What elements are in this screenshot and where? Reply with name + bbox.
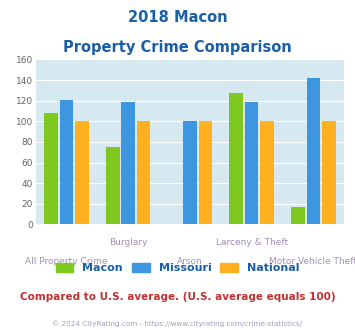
Bar: [106, 147, 120, 224]
Text: Compared to U.S. average. (U.S. average equals 100): Compared to U.S. average. (U.S. average …: [20, 292, 335, 302]
Text: Arson: Arson: [177, 257, 203, 266]
Bar: [44, 113, 58, 224]
Bar: [183, 121, 197, 224]
Legend: Macon, Missouri, National: Macon, Missouri, National: [56, 263, 299, 273]
Text: Motor Vehicle Theft: Motor Vehicle Theft: [269, 257, 355, 266]
Bar: [229, 93, 243, 224]
Text: Property Crime Comparison: Property Crime Comparison: [63, 40, 292, 54]
Text: © 2024 CityRating.com - https://www.cityrating.com/crime-statistics/: © 2024 CityRating.com - https://www.city…: [53, 320, 302, 327]
Text: Larceny & Theft: Larceny & Theft: [215, 238, 288, 247]
Bar: [291, 207, 305, 224]
Bar: [137, 121, 151, 224]
Bar: [60, 100, 73, 224]
Text: Burglary: Burglary: [109, 238, 147, 247]
Bar: [121, 102, 135, 224]
Bar: [322, 121, 336, 224]
Text: 2018 Macon: 2018 Macon: [128, 10, 227, 25]
Bar: [75, 121, 89, 224]
Bar: [198, 121, 212, 224]
Text: All Property Crime: All Property Crime: [25, 257, 108, 266]
Bar: [245, 102, 258, 224]
Bar: [260, 121, 274, 224]
Bar: [307, 78, 320, 224]
